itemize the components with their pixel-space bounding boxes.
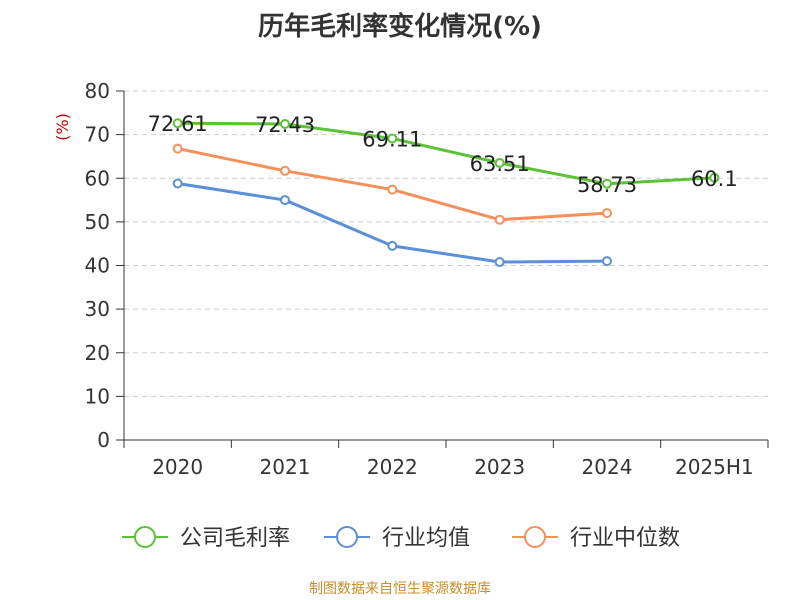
- series-line: [177, 121, 715, 186]
- data-point: [494, 214, 505, 225]
- data-point: [494, 257, 505, 268]
- legend-label: 行业均值: [382, 526, 470, 551]
- series-lines: [172, 118, 720, 268]
- x-tick-label: 2021: [260, 455, 311, 479]
- legend-label: 行业中位数: [570, 526, 680, 551]
- legend-marker-swatch: [524, 526, 546, 548]
- data-point: [172, 118, 183, 129]
- data-point: [280, 119, 290, 130]
- data-label: 58.73: [577, 173, 637, 197]
- data-point: [280, 165, 290, 176]
- legend: 公司毛利率 行业均值 行业中位数: [122, 526, 680, 551]
- series-line: [177, 147, 608, 222]
- x-tick-label: 2022: [367, 455, 418, 479]
- data-point: [494, 157, 505, 168]
- axes: 0 10 20 30 40 50 60 70 80 2020 2021 2022 2023 2024 202…: [53, 79, 769, 479]
- data-point: [387, 184, 398, 195]
- data-label: 63.51: [470, 152, 530, 176]
- data-point: [602, 208, 612, 219]
- data-point: [172, 178, 183, 189]
- x-tick-label: 2025H1: [675, 455, 754, 479]
- y-tick-label: 60: [85, 166, 110, 190]
- x-tick-label: 2020: [152, 455, 203, 479]
- data-point: [602, 178, 612, 189]
- legend-item: 行业中位数: [512, 526, 680, 551]
- data-label: 60.1: [691, 167, 738, 191]
- y-tick-label: 50: [85, 210, 110, 234]
- legend-label: 公司毛利率: [180, 526, 290, 551]
- legend-item: 公司毛利率: [122, 526, 290, 551]
- legend-marker-swatch: [336, 526, 358, 548]
- grid-lines: [124, 90, 768, 397]
- x-tick-label: 2023: [474, 455, 525, 479]
- data-labels: 72.61 72.43 69.11 63.51 58.73 60.1: [148, 112, 738, 197]
- y-tick-label: 40: [85, 254, 110, 278]
- y-tick-label: 70: [85, 123, 110, 147]
- data-point: [602, 256, 612, 267]
- chart-title: 历年毛利率变化情况(%): [258, 12, 542, 42]
- y-tick-label: 20: [85, 341, 110, 365]
- data-label: 69.11: [362, 128, 422, 152]
- data-label: 72.43: [255, 113, 315, 137]
- x-tick-label: 2024: [582, 455, 633, 479]
- data-label: 72.61: [148, 112, 208, 136]
- data-source-note: 制图数据来自恒生聚源数据库: [309, 581, 491, 597]
- y-tick-label: 80: [85, 79, 110, 103]
- data-point: [387, 240, 398, 251]
- data-point: [280, 195, 290, 206]
- data-point: [172, 143, 183, 154]
- y-tick-label: 10: [85, 384, 110, 408]
- y-axis-label: (%): [53, 113, 72, 141]
- legend-item: 行业均值: [324, 526, 470, 551]
- y-tick-label: 0: [97, 428, 110, 452]
- y-tick-label: 30: [85, 297, 110, 321]
- legend-marker-swatch: [134, 526, 156, 548]
- data-point: [387, 133, 398, 144]
- data-point: [709, 172, 720, 183]
